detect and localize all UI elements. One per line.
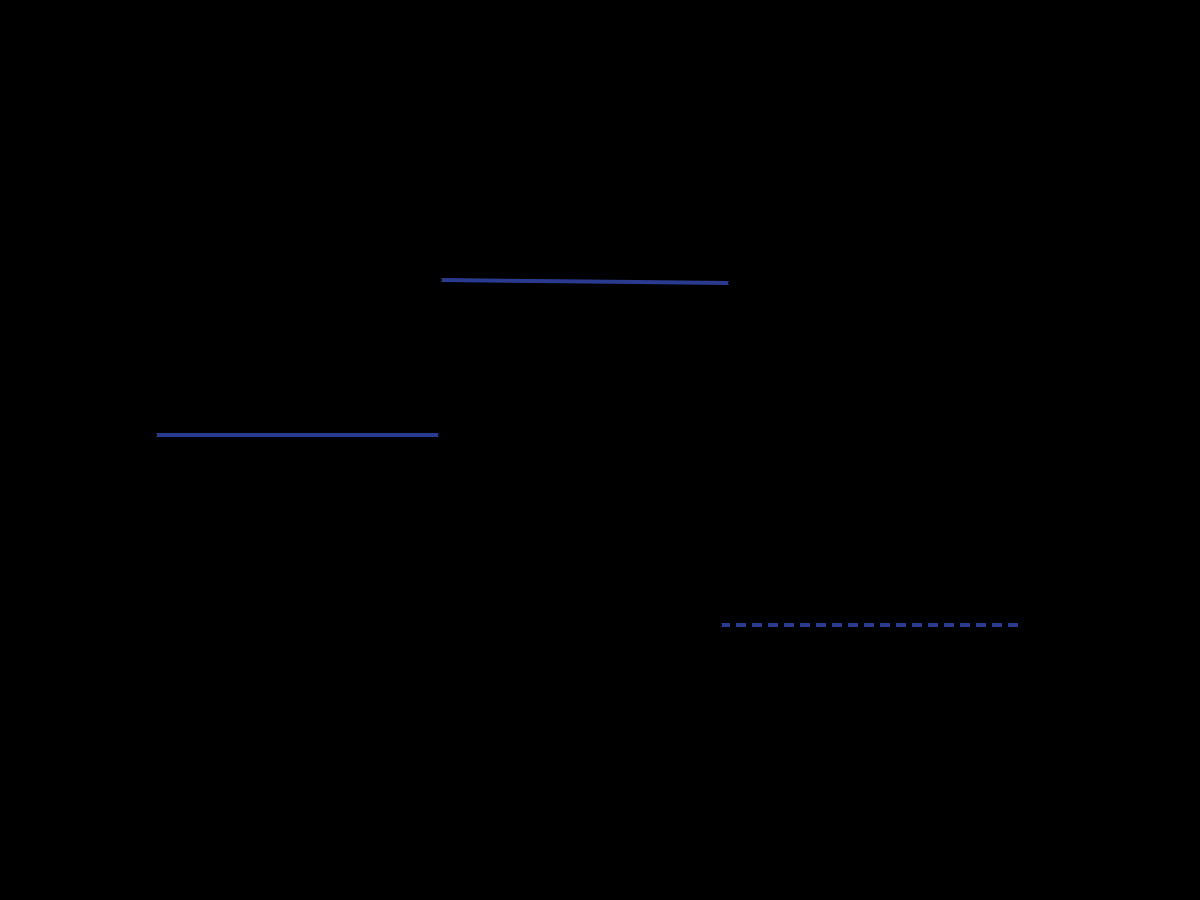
segment-0-endpoint-1 (438, 433, 442, 437)
line-segment-1 (440, 280, 730, 283)
line-segments-svg (0, 0, 1200, 900)
segment-1-endpoint-0 (438, 278, 442, 282)
segment-0-endpoint-0 (153, 433, 157, 437)
segment-1-endpoint-1 (728, 281, 732, 285)
segment-2-endpoint-1 (1018, 623, 1022, 627)
chart-canvas (0, 0, 1200, 900)
segment-2-endpoint-0 (718, 623, 722, 627)
